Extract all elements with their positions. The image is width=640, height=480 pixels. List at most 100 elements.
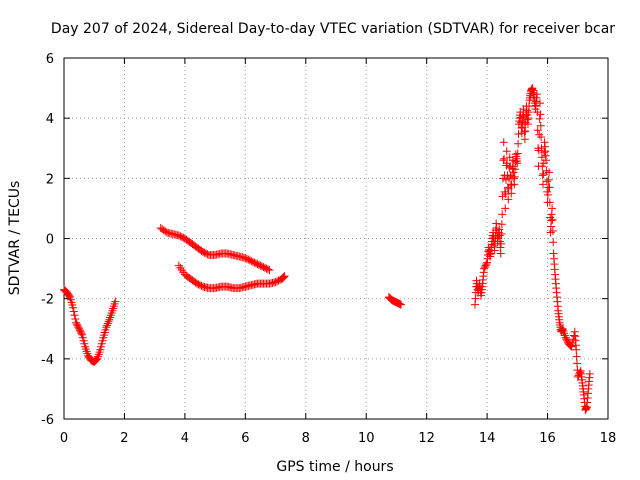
- series-segment-2-lower: [174, 261, 289, 293]
- data-point: [549, 238, 558, 247]
- data-point: [543, 190, 552, 199]
- data-points: [60, 84, 594, 414]
- data-point: [496, 249, 505, 258]
- data-point: [110, 299, 119, 308]
- data-point: [502, 147, 511, 156]
- data-point: [65, 292, 74, 301]
- axis-ticks: 0 2 4 6 8 10 12 14 16 18 6 4 2 0 -2 -4 -6: [41, 52, 616, 446]
- data-point: [533, 126, 542, 135]
- x-tick-label: 4: [181, 431, 189, 446]
- y-axis-label: SDTVAR / TECUs: [7, 181, 23, 296]
- data-point: [538, 171, 547, 180]
- y-tick-label: -6: [41, 413, 54, 428]
- x-axis-label: GPS time / hours: [276, 459, 393, 475]
- data-point: [499, 138, 508, 147]
- y-tick-label: 6: [46, 52, 54, 67]
- data-point: [532, 90, 541, 99]
- data-point: [111, 297, 120, 306]
- data-point: [536, 110, 545, 119]
- y-tick-label: -2: [41, 293, 54, 308]
- data-point: [69, 303, 78, 312]
- data-point: [545, 168, 554, 177]
- data-point: [544, 175, 553, 184]
- data-point: [548, 215, 557, 224]
- data-point: [548, 226, 557, 235]
- data-point: [103, 321, 112, 330]
- x-tick-label: 16: [539, 431, 556, 446]
- data-point: [106, 311, 115, 320]
- data-point: [535, 130, 544, 139]
- data-point: [507, 189, 516, 198]
- data-point: [108, 306, 117, 315]
- data-point: [279, 273, 288, 282]
- x-tick-label: 12: [418, 431, 435, 446]
- x-tick-label: 18: [600, 431, 617, 446]
- data-point: [501, 190, 510, 199]
- data-point: [570, 331, 578, 340]
- data-point: [497, 220, 506, 229]
- series-segment-4: [471, 84, 594, 414]
- data-point: [542, 177, 551, 186]
- data-point: [109, 304, 118, 313]
- series-segment-1: [60, 285, 120, 366]
- data-point: [536, 121, 545, 130]
- data-point: [510, 172, 519, 181]
- chart-title: Day 207 of 2024, Sidereal Day-to-day VTE…: [51, 21, 615, 37]
- data-point: [537, 153, 546, 162]
- x-tick-label: 0: [60, 431, 68, 446]
- y-tick-label: -4: [41, 353, 54, 368]
- data-point: [70, 311, 79, 320]
- data-point: [545, 198, 554, 207]
- data-point: [497, 239, 506, 248]
- data-point: [504, 195, 513, 204]
- data-point: [501, 204, 510, 213]
- x-tick-label: 14: [479, 431, 496, 446]
- data-point: [545, 183, 554, 192]
- data-point: [572, 345, 581, 354]
- data-point: [107, 308, 116, 317]
- data-point: [102, 323, 111, 332]
- data-point: [513, 149, 522, 158]
- data-point: [280, 272, 289, 281]
- data-point: [567, 342, 576, 351]
- data-point: [103, 319, 112, 328]
- data-point: [106, 313, 115, 322]
- data-point: [572, 352, 581, 361]
- data-point: [69, 307, 78, 316]
- data-point: [542, 156, 551, 165]
- data-point: [498, 210, 507, 219]
- data-point: [513, 159, 522, 168]
- data-point: [104, 317, 113, 326]
- x-tick-label: 2: [120, 431, 128, 446]
- data-point: [536, 99, 544, 108]
- data-point: [265, 266, 274, 275]
- data-point: [105, 315, 114, 324]
- data-point: [500, 154, 509, 163]
- data-point: [573, 359, 582, 368]
- data-point: [535, 114, 544, 123]
- y-tick-label: 2: [46, 172, 54, 187]
- data-point: [71, 314, 80, 323]
- data-point: [514, 139, 523, 148]
- data-point: [77, 329, 86, 338]
- data-point: [520, 127, 529, 136]
- data-point: [490, 246, 499, 255]
- x-tick-label: 8: [302, 431, 310, 446]
- data-point: [510, 180, 519, 189]
- data-point: [497, 229, 506, 238]
- y-tick-label: 0: [46, 233, 54, 248]
- data-point: [576, 368, 585, 377]
- y-tick-label: 4: [46, 112, 54, 127]
- data-point: [537, 132, 546, 141]
- series-segment-2-upper: [156, 223, 274, 275]
- series-segment-3: [384, 293, 405, 309]
- x-tick-label: 6: [241, 431, 249, 446]
- data-point: [264, 265, 272, 274]
- data-point: [109, 302, 118, 311]
- data-point: [514, 129, 523, 138]
- data-point: [95, 348, 104, 357]
- data-point: [585, 369, 594, 378]
- data-point: [548, 204, 557, 213]
- data-point: [81, 345, 90, 354]
